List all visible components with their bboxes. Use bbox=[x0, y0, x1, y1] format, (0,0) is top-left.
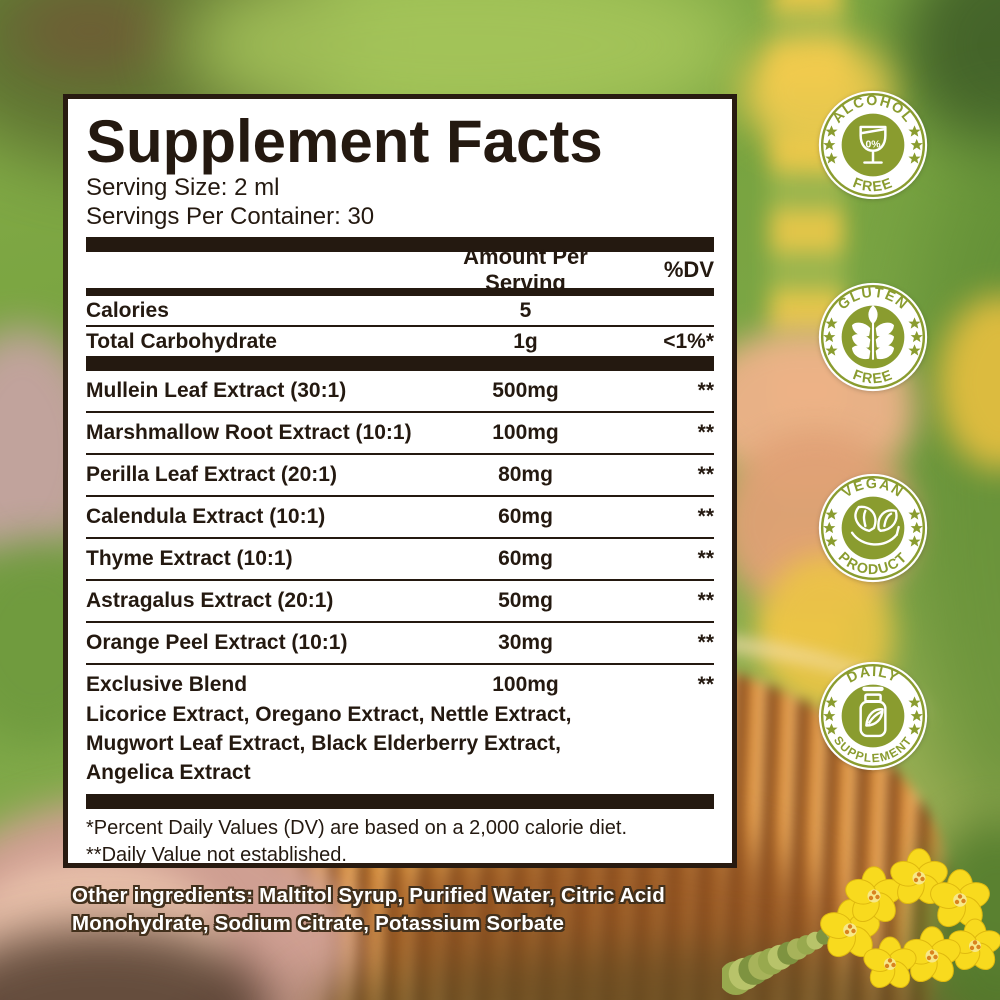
star-icon bbox=[908, 125, 921, 137]
star-icon bbox=[910, 330, 923, 343]
row-amount: 1g bbox=[513, 329, 538, 353]
star-icon bbox=[910, 138, 923, 151]
badge-bottom-label: FREE bbox=[851, 175, 896, 195]
star-icon bbox=[908, 535, 921, 547]
other-ingredients-text: Other ingredients: Maltitol Syrup, Purif… bbox=[72, 884, 665, 935]
supplement-facts-panel: Supplement Facts Serving Size: 2 ml Serv… bbox=[63, 94, 737, 868]
table-row: Calendula Extract (10:1) 60mg ** bbox=[86, 497, 714, 539]
column-header-dv: %DV bbox=[663, 257, 714, 282]
blend-ingredients: Licorice Extract, Oregano Extract, Nettl… bbox=[86, 703, 572, 784]
row-name: Astragalus Extract (20:1) bbox=[86, 589, 334, 612]
row-amount: 500mg bbox=[492, 379, 559, 402]
row-name: Perilla Leaf Extract (20:1) bbox=[86, 463, 337, 486]
table-row: Orange Peel Extract (10:1) 30mg ** bbox=[86, 623, 714, 665]
row-dv: ** bbox=[697, 631, 714, 654]
basic-rows: Calories 5 Total Carbohydrate 1g <1%* bbox=[86, 296, 714, 356]
mullein-flower-image bbox=[722, 848, 1000, 995]
table-row: Calories 5 bbox=[86, 296, 714, 327]
divider-bar bbox=[86, 356, 714, 371]
star-icon bbox=[825, 535, 838, 547]
row-amount: 50mg bbox=[498, 589, 553, 612]
table-row: Marshmallow Root Extract (10:1) 100mg ** bbox=[86, 413, 714, 455]
star-icon bbox=[825, 125, 838, 137]
row-name: Total Carbohydrate bbox=[86, 329, 277, 353]
row-name: Thyme Extract (10:1) bbox=[86, 547, 293, 570]
row-dv: <1%* bbox=[663, 329, 714, 353]
star-icon bbox=[908, 508, 921, 520]
star-icon bbox=[825, 344, 838, 356]
supplement-bottle-icon bbox=[859, 686, 887, 738]
vegan-leaves-icon bbox=[850, 505, 900, 546]
star-icon bbox=[825, 152, 838, 164]
row-dv: ** bbox=[697, 547, 714, 570]
row-dv: ** bbox=[697, 505, 714, 528]
row-amount: 80mg bbox=[498, 463, 553, 486]
panel-title: Supplement Facts bbox=[86, 108, 603, 175]
star-icon bbox=[825, 508, 838, 520]
badge-daily-supplement: DAILY SUPPLEMENT bbox=[818, 661, 928, 771]
row-amount: 30mg bbox=[498, 631, 553, 654]
row-name: Mullein Leaf Extract (30:1) bbox=[86, 379, 347, 402]
row-name: Marshmallow Root Extract (10:1) bbox=[86, 421, 412, 444]
star-icon bbox=[825, 317, 838, 329]
star-icon bbox=[908, 317, 921, 329]
row-amount: 100mg bbox=[492, 421, 559, 444]
row-dv: ** bbox=[697, 379, 714, 402]
star-icon bbox=[910, 521, 923, 534]
star-icon bbox=[908, 696, 921, 708]
divider-bar bbox=[86, 794, 714, 809]
wheat-icon bbox=[852, 305, 894, 360]
star-icon bbox=[823, 138, 836, 151]
badge-alcohol-free: ALCOHOL FREE 0% bbox=[818, 90, 928, 200]
table-header-row: Amount Per Serving %DV bbox=[86, 244, 714, 295]
table-row: Perilla Leaf Extract (20:1) 80mg ** bbox=[86, 455, 714, 497]
row-amount: 60mg bbox=[498, 505, 553, 528]
badge-bottom-label: FREE bbox=[851, 367, 896, 387]
row-dv: ** bbox=[697, 421, 714, 444]
servings-per-container: Servings Per Container: 30 bbox=[86, 203, 375, 230]
star-icon bbox=[910, 709, 923, 722]
ingredient-rows: Mullein Leaf Extract (30:1) 500mg ** Mar… bbox=[86, 371, 714, 794]
row-name: Calendula Extract (10:1) bbox=[86, 505, 326, 528]
badge-gluten-free: GLUTEN FREE bbox=[818, 282, 928, 392]
star-icon bbox=[825, 723, 838, 735]
footnote: *Percent Daily Values (DV) are based on … bbox=[86, 817, 628, 839]
row-name: Exclusive Blend bbox=[86, 673, 248, 696]
star-icon bbox=[823, 521, 836, 534]
star-icon bbox=[908, 152, 921, 164]
row-dv: ** bbox=[697, 589, 714, 612]
star-icon bbox=[908, 723, 921, 735]
table-row: Thyme Extract (10:1) 60mg ** bbox=[86, 539, 714, 581]
svg-text:0%: 0% bbox=[865, 139, 880, 150]
divider-bar bbox=[86, 237, 714, 252]
badge-vegan-product: VEGAN PRODUCT bbox=[818, 473, 928, 583]
row-amount: 5 bbox=[519, 298, 532, 322]
row-name: Orange Peel Extract (10:1) bbox=[86, 631, 348, 654]
row-amount: 60mg bbox=[498, 547, 553, 570]
table-row: Mullein Leaf Extract (30:1) 500mg ** bbox=[86, 371, 714, 413]
star-icon bbox=[823, 709, 836, 722]
table-row: Exclusive Blend 100mg ** Licorice Extrac… bbox=[86, 665, 714, 794]
star-icon bbox=[908, 344, 921, 356]
star-icon bbox=[825, 696, 838, 708]
row-dv: ** bbox=[697, 463, 714, 486]
footnotes: *Percent Daily Values (DV) are based on … bbox=[86, 815, 714, 869]
star-icon bbox=[823, 330, 836, 343]
row-name: Calories bbox=[86, 298, 169, 322]
wine-glass-zero-icon: 0% bbox=[859, 125, 887, 164]
row-amount: 100mg bbox=[492, 673, 559, 696]
table-row: Astragalus Extract (20:1) 50mg ** bbox=[86, 581, 714, 623]
serving-size: Serving Size: 2 ml bbox=[86, 174, 280, 201]
background-foliage bbox=[10, 0, 170, 76]
table-row: Total Carbohydrate 1g <1%* bbox=[86, 327, 714, 356]
divider-bar bbox=[86, 288, 714, 296]
column-header-amount: Amount Per Serving bbox=[463, 244, 588, 295]
footnote: **Daily Value not established. bbox=[86, 844, 347, 866]
row-dv: ** bbox=[697, 673, 714, 696]
